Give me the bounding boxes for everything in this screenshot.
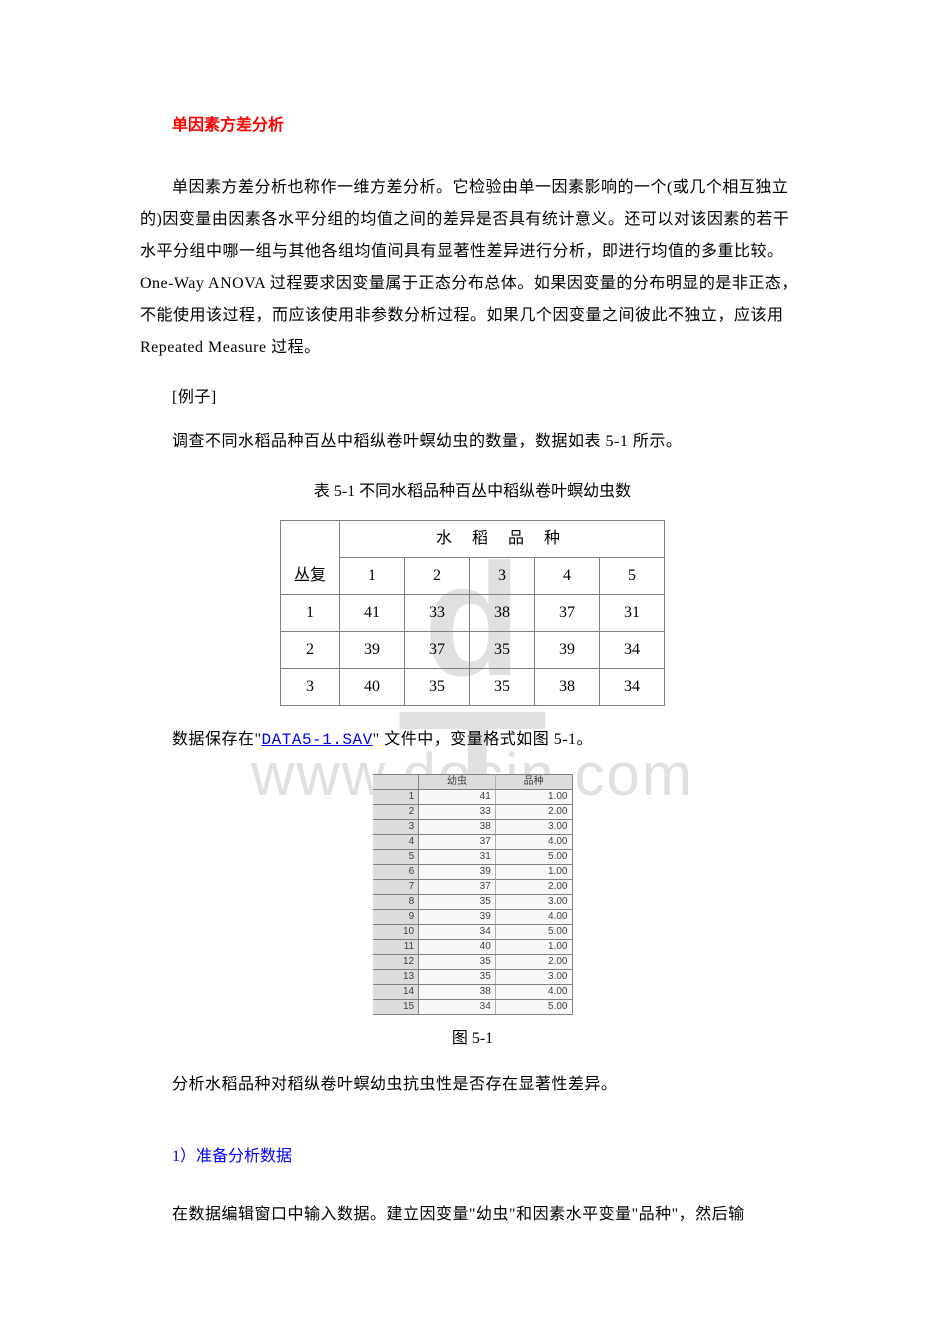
spss-row-index: 1: [373, 790, 419, 805]
table1-cell: 34: [600, 632, 665, 669]
spss-row-index: 14: [373, 985, 419, 1000]
spss-cell-pinzhong: 5.00: [495, 1000, 572, 1015]
spss-cell-pinzhong: 3.00: [495, 895, 572, 910]
table1-cell: 41: [340, 595, 405, 632]
table1-rowheader-label: 丛复: [281, 521, 340, 595]
content-area: 单因素方差分析 单因素方差分析也称作一维方差分析。它检验由单一因素影响的一个(或…: [140, 110, 805, 1249]
spss-cell-youchong: 41: [419, 790, 496, 805]
spss-cell-youchong: 39: [419, 910, 496, 925]
spss-data-table: 幼虫品种1411.002332.003383.004374.005315.006…: [373, 774, 573, 1015]
spss-row-index: 15: [373, 1000, 419, 1015]
spss-row-index: 5: [373, 850, 419, 865]
spss-cell-pinzhong: 1.00: [495, 940, 572, 955]
spss-cell-youchong: 40: [419, 940, 496, 955]
table1-rowlabel: 2: [281, 632, 340, 669]
spss-row-index: 13: [373, 970, 419, 985]
table1-cell: 38: [470, 595, 535, 632]
spss-cell-youchong: 34: [419, 925, 496, 940]
data-file-link[interactable]: DATA5-1.SAV: [262, 731, 373, 749]
save-prefix: 数据保存在": [172, 731, 262, 748]
spss-col-youchong: 幼虫: [419, 775, 496, 790]
table1-cell: 37: [405, 632, 470, 669]
table1-colhead: 4: [535, 558, 600, 595]
spss-cell-pinzhong: 4.00: [495, 835, 572, 850]
table1-rowlabel: 3: [281, 669, 340, 706]
figure-5-1-caption: 图 5-1: [140, 1023, 805, 1055]
spss-cell-youchong: 38: [419, 985, 496, 1000]
spss-cell-youchong: 37: [419, 880, 496, 895]
table1-colhead: 5: [600, 558, 665, 595]
spss-cell-pinzhong: 3.00: [495, 970, 572, 985]
spss-cell-pinzhong: 3.00: [495, 820, 572, 835]
spss-cell-pinzhong: 5.00: [495, 850, 572, 865]
table1-cell: 37: [535, 595, 600, 632]
table1-cell: 38: [535, 669, 600, 706]
intro-paragraph: 单因素方差分析也称作一维方差分析。它检验由单一因素影响的一个(或几个相互独立的)…: [140, 172, 805, 364]
section-1-heading: 1）准备分析数据: [140, 1141, 805, 1173]
table1-cell: 40: [340, 669, 405, 706]
spss-row-index: 7: [373, 880, 419, 895]
table1-caption: 表 5-1 不同水稻品种百丛中稻纵卷叶螟幼虫数: [140, 476, 805, 508]
table1-colhead: 3: [470, 558, 535, 595]
analysis-line: 分析水稻品种对稻纵卷叶螟幼虫抗虫性是否存在显著性差异。: [140, 1069, 805, 1101]
table1-cell: 35: [470, 632, 535, 669]
spss-cell-youchong: 35: [419, 970, 496, 985]
spss-cell-pinzhong: 5.00: [495, 925, 572, 940]
spss-corner: [373, 775, 419, 790]
spss-cell-youchong: 38: [419, 820, 496, 835]
spss-cell-youchong: 31: [419, 850, 496, 865]
spss-row-index: 8: [373, 895, 419, 910]
spss-row-index: 11: [373, 940, 419, 955]
spss-cell-pinzhong: 1.00: [495, 790, 572, 805]
example-description: 调查不同水稻品种百丛中稻纵卷叶螟幼虫的数量，数据如表 5-1 所示。: [140, 426, 805, 458]
spss-cell-pinzhong: 1.00: [495, 865, 572, 880]
spss-cell-youchong: 39: [419, 865, 496, 880]
table1-cell: 31: [600, 595, 665, 632]
save-suffix: " 文件中，变量格式如图 5-1。: [373, 731, 593, 748]
section-1-paragraph: 在数据编辑窗口中输入数据。建立因变量"幼虫"和因素水平变量"品种"，然后输: [140, 1199, 805, 1231]
example-label: [例子]: [140, 382, 805, 414]
spss-row-index: 9: [373, 910, 419, 925]
table1-cell: 39: [535, 632, 600, 669]
table1-rowlabel: 1: [281, 595, 340, 632]
spss-cell-pinzhong: 2.00: [495, 955, 572, 970]
save-line: 数据保存在"DATA5-1.SAV" 文件中，变量格式如图 5-1。: [140, 724, 805, 756]
spss-cell-youchong: 37: [419, 835, 496, 850]
spss-col-pinzhong: 品种: [495, 775, 572, 790]
spss-cell-youchong: 33: [419, 805, 496, 820]
spss-row-index: 10: [373, 925, 419, 940]
spss-row-index: 4: [373, 835, 419, 850]
spss-cell-youchong: 35: [419, 955, 496, 970]
table1-cell: 33: [405, 595, 470, 632]
table1-colhead: 2: [405, 558, 470, 595]
spss-row-index: 6: [373, 865, 419, 880]
spss-cell-pinzhong: 4.00: [495, 985, 572, 1000]
doc-title: 单因素方差分析: [140, 110, 805, 142]
table1-colhead: 1: [340, 558, 405, 595]
spss-cell-pinzhong: 4.00: [495, 910, 572, 925]
spss-cell-pinzhong: 2.00: [495, 805, 572, 820]
spss-cell-youchong: 35: [419, 895, 496, 910]
table1-cell: 35: [470, 669, 535, 706]
table-5-1: 丛复水 稻 品 种1234514133383731239373539343403…: [280, 520, 665, 706]
spss-row-index: 3: [373, 820, 419, 835]
spss-cell-pinzhong: 2.00: [495, 880, 572, 895]
page-root: d 丁 www.docin.com 单因素方差分析 单因素方差分析也称作一维方差…: [0, 0, 945, 1338]
table1-cell: 39: [340, 632, 405, 669]
spss-row-index: 2: [373, 805, 419, 820]
table1-cell: 34: [600, 669, 665, 706]
table1-cell: 35: [405, 669, 470, 706]
spss-row-index: 12: [373, 955, 419, 970]
spss-cell-youchong: 34: [419, 1000, 496, 1015]
spss-data-table-wrap: 幼虫品种1411.002332.003383.004374.005315.006…: [373, 774, 573, 1015]
table1-colgroup-label: 水 稻 品 种: [340, 521, 665, 558]
